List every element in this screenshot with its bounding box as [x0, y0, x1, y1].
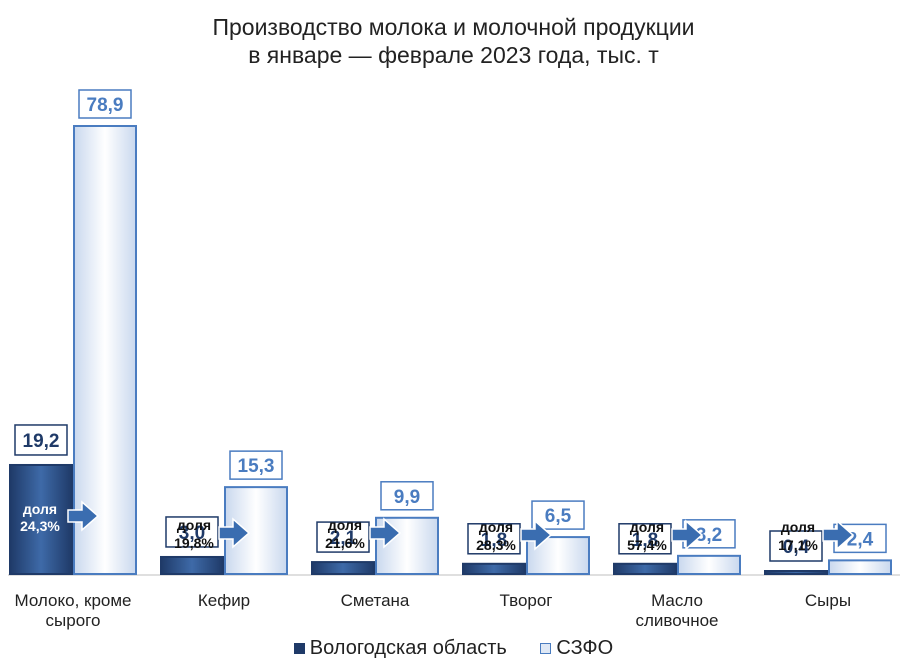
bar-region-4 — [613, 562, 677, 576]
value-label-box-region-0 — [14, 424, 68, 456]
value-label-sz-2: 9,9 — [394, 487, 420, 508]
share-word-2: доля — [328, 517, 362, 533]
legend: Вологодская область СЗФО — [0, 637, 907, 660]
value-label-box-region-1 — [165, 516, 219, 548]
category-label-0-1: сырого — [46, 611, 101, 630]
legend-item-region: Вологодская область — [293, 637, 507, 660]
category-label-5-0: Сыры — [805, 591, 851, 610]
share-value-4: 57,4% — [627, 537, 667, 553]
bar-sz-3 — [526, 536, 590, 576]
value-label-box-region-4 — [618, 523, 672, 555]
legend-swatch-region — [293, 643, 305, 654]
value-label-region-5: 0,4 — [783, 537, 810, 558]
category-label-2-0: Сметана — [341, 591, 410, 610]
category-label-4-1: сливочное — [636, 611, 719, 630]
share-arrow-0 — [67, 500, 100, 532]
share-arrow-2 — [369, 517, 402, 549]
value-label-box-region-2 — [316, 521, 370, 553]
share-value-1: 19,8% — [174, 535, 214, 551]
value-label-region-3: 1,8 — [481, 530, 507, 551]
bar-sz-0 — [73, 125, 137, 575]
legend-swatch-sz — [540, 643, 552, 654]
bar-sz-4 — [677, 554, 741, 575]
category-label-3-0: Творог — [499, 591, 552, 610]
value-label-region-4: 1,8 — [632, 530, 658, 551]
share-value-5: 17,1% — [778, 537, 818, 553]
share-arrow-5 — [822, 519, 855, 551]
legend-item-sz: СЗФО — [540, 637, 613, 660]
value-label-sz-1: 15,3 — [238, 456, 275, 477]
share-value-0: 24,3% — [20, 518, 60, 534]
value-label-region-2: 2,1 — [330, 528, 357, 549]
share-value-3: 28,3% — [476, 537, 516, 553]
value-label-sz-0: 78,9 — [87, 95, 124, 116]
value-label-box-sz-2 — [380, 481, 434, 511]
share-arrow-3 — [520, 519, 553, 551]
value-label-box-sz-0 — [78, 89, 132, 119]
share-arrow-1 — [218, 517, 251, 549]
value-label-box-sz-3 — [531, 500, 585, 530]
bar-region-2 — [311, 561, 375, 576]
value-label-box-sz-1 — [229, 450, 283, 480]
category-label-4-0: Масло — [651, 591, 703, 610]
share-value-2: 21,6% — [325, 535, 365, 551]
bar-sz-5 — [828, 559, 892, 575]
category-label-1-0: Кефир — [198, 591, 250, 610]
value-label-box-region-3 — [467, 523, 521, 555]
legend-label-region: Вологодская область — [309, 637, 507, 659]
share-word-0: доля — [23, 501, 57, 517]
value-label-box-region-5 — [769, 530, 823, 562]
bar-region-3 — [462, 562, 526, 576]
share-arrow-4 — [671, 519, 704, 551]
bar-region-0 — [9, 463, 73, 575]
value-label-region-1: 3,0 — [179, 523, 205, 544]
value-label-sz-4: 3,2 — [696, 525, 722, 546]
share-word-5: доля — [781, 519, 815, 535]
value-label-sz-3: 6,5 — [545, 506, 572, 527]
chart-title-line-1: Производство молока и молочной продукции — [212, 14, 695, 40]
bar-region-1 — [160, 555, 224, 575]
share-word-3: доля — [479, 519, 513, 535]
legend-label-sz: СЗФО — [556, 637, 614, 659]
value-label-region-0: 19,2 — [23, 431, 60, 452]
bar-region-5 — [764, 570, 828, 575]
share-word-4: доля — [630, 519, 664, 535]
share-word-1: доля — [177, 517, 211, 533]
chart-title-line-2: в январе — феврале 2023 года, тыс. т — [248, 42, 659, 68]
category-label-0-0: Молоко, кроме — [14, 591, 131, 610]
